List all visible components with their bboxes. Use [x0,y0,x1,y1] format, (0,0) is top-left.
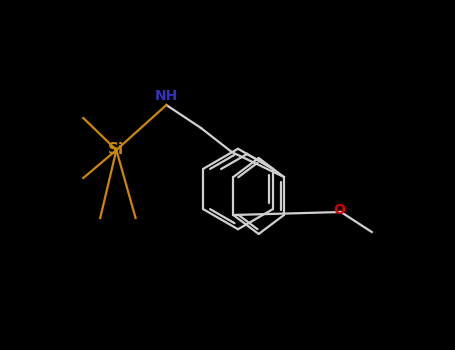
Text: NH: NH [155,89,178,103]
Text: Si: Si [108,142,124,158]
Text: O: O [333,203,345,217]
